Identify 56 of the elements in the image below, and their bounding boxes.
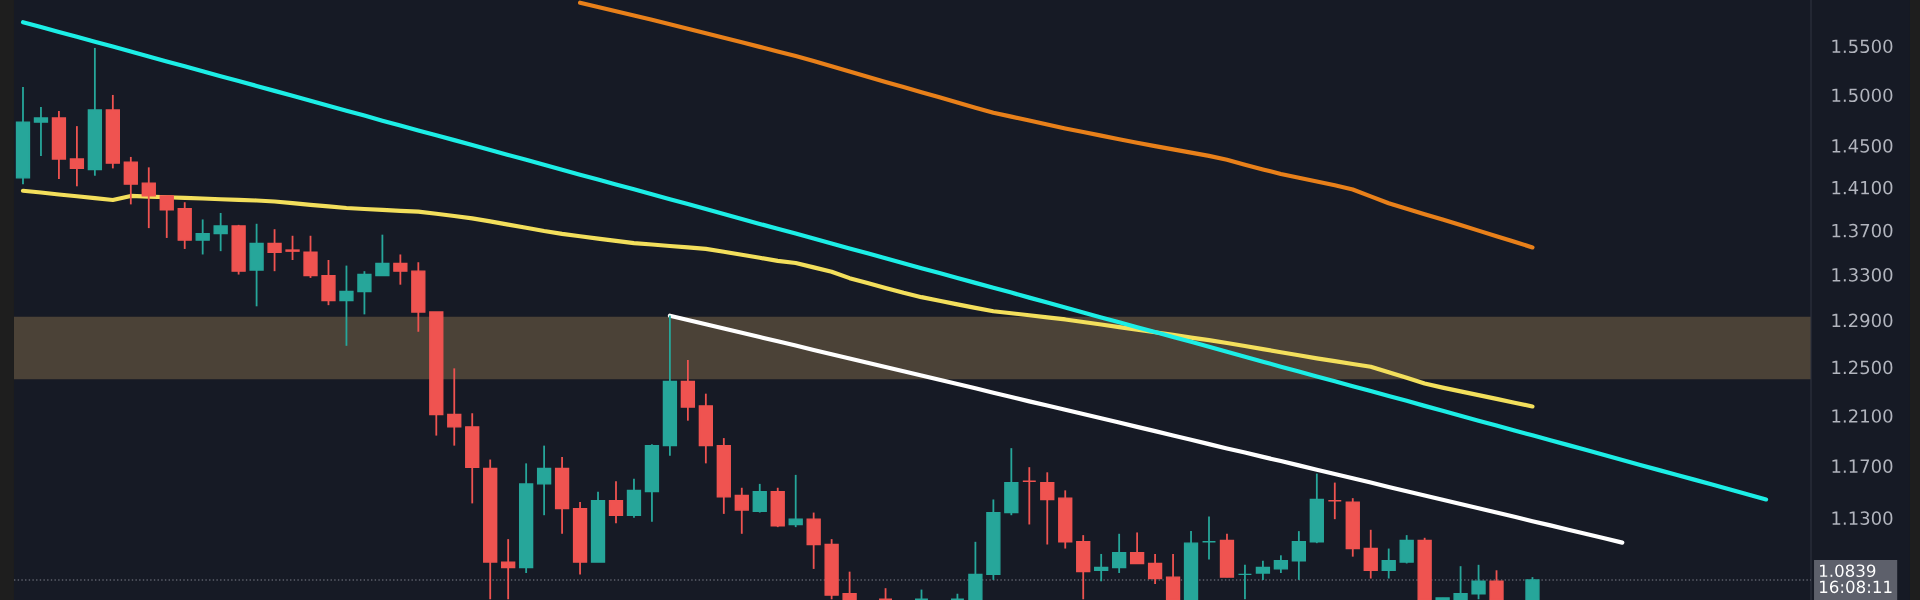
candlestick bbox=[213, 212, 228, 253]
candlestick bbox=[159, 194, 174, 239]
y-tick-label: 1.4100 bbox=[1832, 180, 1893, 195]
candlestick bbox=[842, 570, 857, 600]
candlestick bbox=[375, 233, 390, 277]
y-tick-label: 1.2100 bbox=[1832, 409, 1893, 423]
candlestick bbox=[33, 106, 49, 157]
candlestick bbox=[141, 166, 156, 230]
candlestick bbox=[536, 444, 552, 517]
candlestick bbox=[1129, 531, 1145, 565]
candlestick bbox=[1040, 471, 1055, 546]
candlestick bbox=[195, 218, 210, 256]
candlestick bbox=[1399, 534, 1414, 565]
candlestick bbox=[1453, 565, 1468, 600]
candlestick bbox=[1327, 481, 1342, 521]
candlestick bbox=[303, 234, 318, 279]
candlestick bbox=[1237, 563, 1253, 600]
candlestick bbox=[1525, 576, 1540, 600]
y-tick-label: 1.2500 bbox=[1832, 360, 1893, 375]
candlestick bbox=[267, 228, 282, 273]
candlestick bbox=[1094, 553, 1109, 583]
y-tick-label: 1.3300 bbox=[1832, 268, 1893, 282]
candlestick bbox=[285, 234, 300, 261]
y-tick-label: 1.5000 bbox=[1832, 88, 1893, 103]
candlestick bbox=[734, 486, 749, 535]
candlestick bbox=[1255, 559, 1271, 581]
candlestick bbox=[1489, 569, 1504, 600]
candlestick bbox=[1022, 466, 1037, 526]
y-tick-label: 1.4500 bbox=[1832, 139, 1893, 153]
candlestick bbox=[1363, 528, 1378, 580]
candlestick bbox=[608, 480, 624, 525]
y-tick-label: 1.3700 bbox=[1832, 223, 1893, 238]
candlestick bbox=[788, 473, 803, 529]
candlestick bbox=[1201, 515, 1217, 561]
candlestick bbox=[123, 156, 138, 206]
candlestick bbox=[1471, 563, 1486, 600]
candlestick bbox=[1291, 530, 1307, 581]
candlestick bbox=[1111, 532, 1127, 574]
y-tick-label: 1.2900 bbox=[1832, 313, 1893, 328]
y-tick-label: 1.5500 bbox=[1832, 39, 1893, 54]
line-series bbox=[667, 313, 1625, 545]
candlestick bbox=[447, 367, 462, 447]
candlestick bbox=[1381, 547, 1396, 580]
candlestick bbox=[393, 253, 408, 286]
candlestick bbox=[1165, 553, 1181, 600]
candlestick bbox=[357, 270, 372, 316]
line-series bbox=[20, 20, 1769, 502]
y-tick-label: 1.1300 bbox=[1832, 511, 1893, 525]
candlestick bbox=[501, 538, 516, 600]
candlestick bbox=[1147, 553, 1163, 585]
candlestick bbox=[339, 264, 354, 347]
candlestick bbox=[69, 125, 85, 188]
ref-line-label: 1.0839 16:08:11 bbox=[1820, 564, 1892, 594]
y-tick-label: 1.1700 bbox=[1832, 459, 1893, 474]
candlestick bbox=[752, 482, 767, 514]
line-series bbox=[577, 0, 1535, 250]
